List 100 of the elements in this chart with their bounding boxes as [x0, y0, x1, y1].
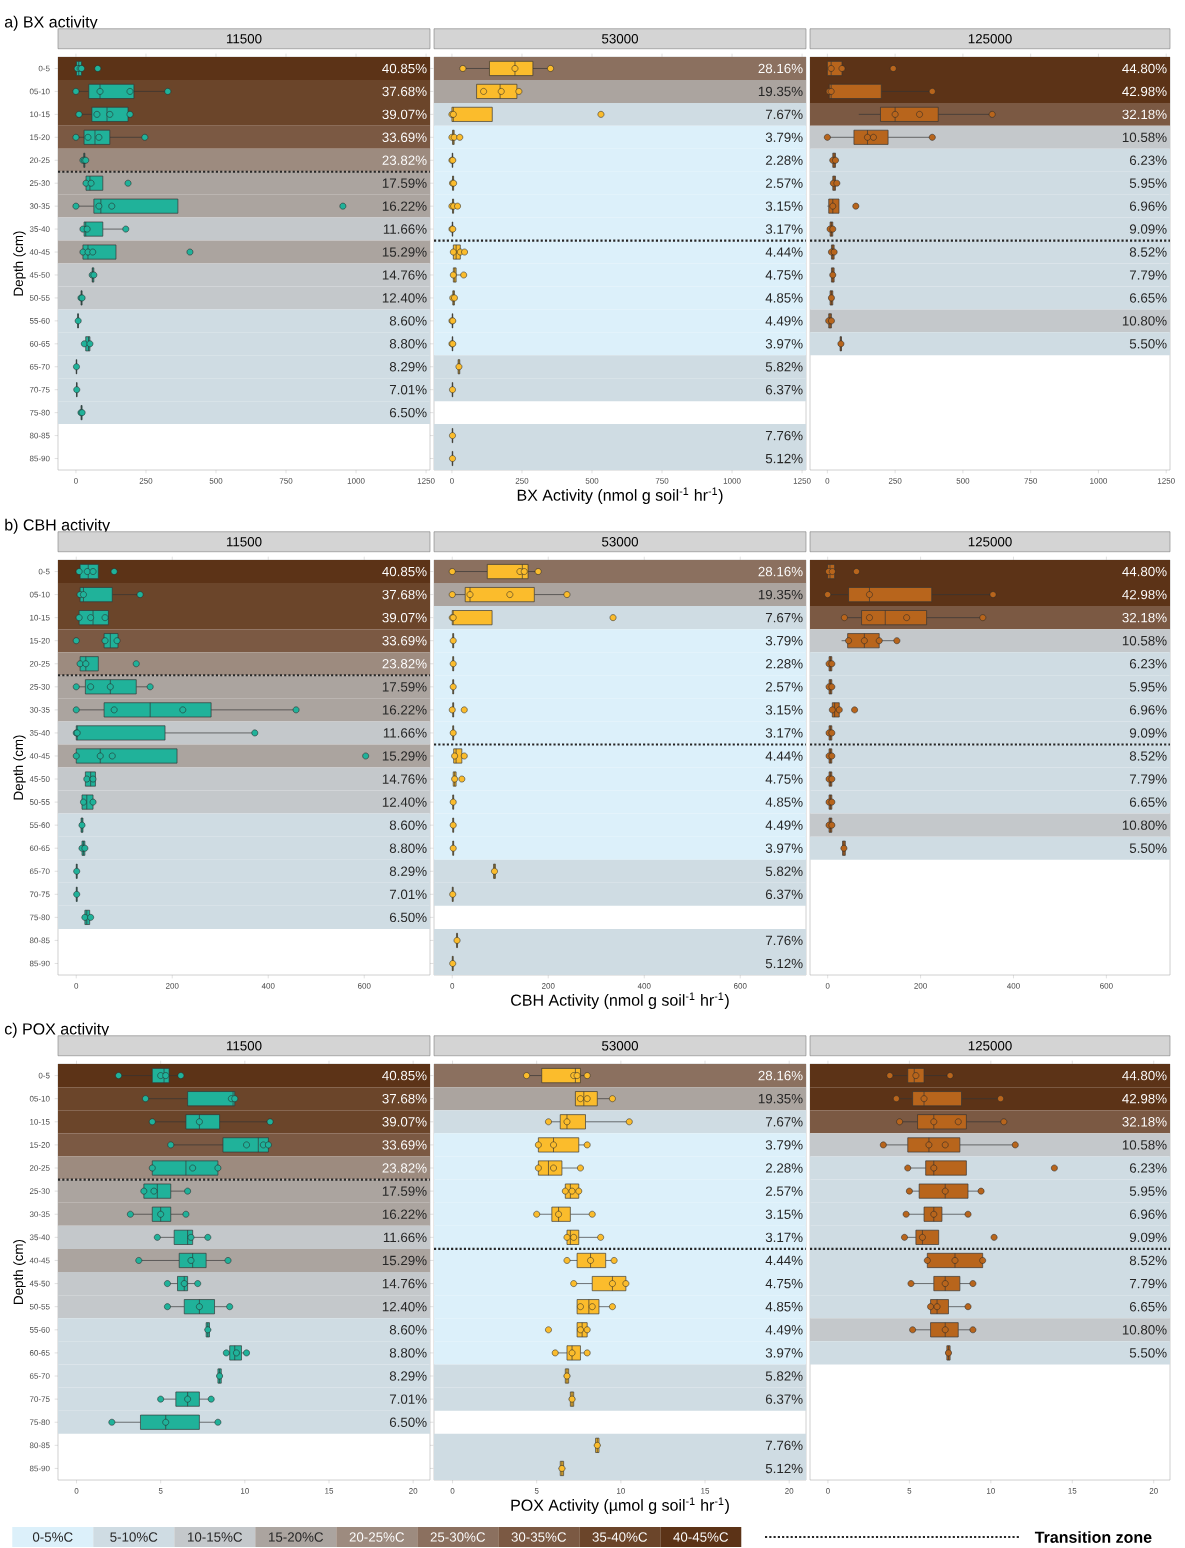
band-label: 12.40%: [382, 797, 427, 807]
band-label: 7.67%: [765, 612, 803, 623]
x-tick-label: 20: [409, 1488, 418, 1494]
band-label: 39.07%: [382, 612, 427, 623]
band-label: 6.65%: [1129, 293, 1167, 303]
y-tick-label: 60-65: [29, 340, 50, 347]
x-tick-label: 750: [279, 478, 293, 484]
band-label: 19.35%: [758, 1093, 803, 1104]
band-label: 10.80%: [1122, 1325, 1167, 1335]
band-label: 32.18%: [1122, 1117, 1167, 1127]
y-tick-label: 80-85: [29, 937, 50, 944]
band-label: 5.12%: [765, 453, 803, 464]
band-label: 10.58%: [1122, 132, 1167, 143]
x-tick-label: 5: [158, 1488, 163, 1494]
band-label: 2.28%: [765, 659, 803, 669]
y-tick-label: 70-75: [29, 1396, 50, 1402]
y-axis-title: Depth (cm): [13, 735, 26, 800]
band-label: 4.49%: [765, 1325, 803, 1335]
y-tick-label: 65-70: [29, 1373, 50, 1379]
band-label: 2.57%: [765, 1186, 803, 1196]
band-label: 6.50%: [389, 1417, 427, 1427]
y-tick-label: 40-45: [29, 249, 50, 255]
x-tick-label: 250: [515, 478, 529, 484]
band-label: 8.52%: [1129, 247, 1167, 257]
band-label: 7.79%: [1129, 270, 1167, 280]
band-label: 44.80%: [1122, 63, 1167, 74]
band-label: 7.76%: [765, 430, 803, 441]
y-tick-label: 40-45: [29, 753, 50, 759]
x-tick-label: 400: [1006, 983, 1020, 989]
band-label: 28.16%: [758, 566, 803, 577]
band-label: 3.97%: [765, 339, 803, 349]
band-label: 16.22%: [382, 201, 427, 211]
category-label: 25-30%C: [430, 1532, 486, 1542]
band-label: 33.69%: [382, 635, 427, 646]
y-tick-label: 75-80: [29, 409, 50, 416]
y-tick-label: 0-5: [38, 568, 50, 575]
band-label: 28.16%: [758, 63, 803, 74]
y-axis-title: Depth (cm): [13, 1239, 26, 1304]
band-label: 5.50%: [1129, 339, 1167, 349]
category-label: 15-20%C: [269, 1532, 324, 1542]
y-tick-label: 35-40: [29, 730, 50, 736]
y-tick-label: 35-40: [29, 226, 50, 232]
x-tick-label: 600: [733, 983, 747, 989]
band-label: 3.79%: [765, 1140, 803, 1150]
text: c) POX activity: [4, 1022, 110, 1038]
band-label: 6.96%: [1129, 1209, 1167, 1219]
band-label: 39.07%: [382, 109, 427, 120]
y-tick-label: 0-5: [38, 1072, 50, 1079]
band-label: 10.58%: [1122, 635, 1167, 646]
band-label: 19.35%: [758, 589, 803, 600]
band-label: 40.85%: [382, 63, 427, 74]
band-label: 4.44%: [765, 1255, 803, 1266]
band-label: 7.01%: [389, 889, 427, 900]
y-tick-label: 50-55: [29, 295, 50, 301]
band-label: 8.80%: [389, 1348, 427, 1358]
band-label: 11.66%: [383, 728, 427, 738]
band-label: 17.59%: [382, 178, 427, 188]
band-label: 9.09%: [1129, 224, 1167, 234]
y-tick-label: 80-85: [29, 432, 50, 439]
band-label: 4.44%: [765, 751, 803, 761]
x-tick-label: 1000: [723, 478, 741, 484]
band-label: 4.85%: [765, 797, 803, 807]
y-tick-label: 0-5: [38, 65, 50, 72]
band-label: 10.58%: [1122, 1140, 1167, 1150]
band-label: 3.97%: [765, 1348, 803, 1358]
x-tick-label: 0: [74, 983, 79, 989]
y-axis-title: Depth (cm): [13, 231, 26, 296]
y-tick-label: 10-15: [30, 1118, 50, 1125]
band-label: 6.37%: [765, 889, 803, 900]
x-tick-label: 0: [74, 1488, 79, 1494]
band-label: 4.49%: [765, 820, 803, 830]
band-label: 7.01%: [389, 384, 427, 395]
category-label: 10-15%C: [188, 1532, 243, 1542]
y-tick-label: 40-45: [29, 1257, 50, 1264]
band-label: 2.57%: [765, 178, 803, 188]
chart-title: 53000: [602, 34, 639, 44]
x-tick-label: 250: [139, 478, 153, 484]
band-label: 32.18%: [1122, 109, 1167, 120]
band-label: 6.23%: [1129, 155, 1167, 165]
y-tick-label: 15-20: [30, 1142, 50, 1148]
y-tick-label: 35-40: [29, 1234, 50, 1241]
chart-title: 11500: [226, 1041, 262, 1051]
category-label: 35-40%C: [592, 1532, 648, 1542]
band-label: 11.66%: [383, 1232, 427, 1243]
x-axis-title: POX Activity (µmol g soil$^{-1}$ hr$^{-1}$): [511, 1497, 729, 1515]
y-tick-label: 75-80: [29, 1419, 50, 1426]
y-tick-label: 05-10: [29, 1095, 50, 1102]
y-tick-label: 50-55: [29, 1303, 50, 1310]
band-label: 17.59%: [382, 682, 427, 692]
band-label: 4.49%: [765, 316, 803, 326]
band-label: 5.12%: [765, 1463, 803, 1474]
band-label: 15.29%: [382, 1255, 427, 1266]
band-label: 9.09%: [1129, 1232, 1167, 1243]
band-label: 42.98%: [1122, 86, 1167, 97]
x-tick-label: 500: [209, 478, 223, 484]
band-label: 7.79%: [1129, 774, 1167, 784]
y-tick-label: 05-10: [29, 591, 50, 598]
band-label: 3.17%: [765, 224, 803, 234]
band-label: 2.28%: [765, 1163, 803, 1173]
x-tick-label: 15: [325, 1488, 334, 1494]
